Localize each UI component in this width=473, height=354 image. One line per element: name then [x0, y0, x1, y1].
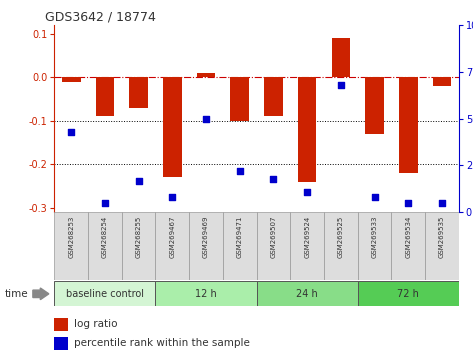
Text: GSM269534: GSM269534 — [405, 216, 411, 258]
Text: log ratio: log ratio — [74, 319, 118, 329]
Bar — [290, 212, 324, 280]
Bar — [189, 212, 223, 280]
Bar — [358, 281, 459, 306]
Text: time: time — [5, 289, 28, 299]
Point — [337, 82, 345, 88]
Bar — [256, 281, 358, 306]
Bar — [256, 212, 290, 280]
Bar — [54, 212, 88, 280]
Text: GSM269535: GSM269535 — [439, 216, 445, 258]
Bar — [425, 212, 459, 280]
Text: 24 h: 24 h — [296, 289, 318, 299]
Text: baseline control: baseline control — [66, 289, 144, 299]
Point — [202, 116, 210, 121]
Point — [168, 195, 176, 200]
Point — [438, 200, 446, 206]
Text: GSM268254: GSM268254 — [102, 216, 108, 258]
Text: GSM269525: GSM269525 — [338, 216, 344, 258]
Bar — [358, 212, 391, 280]
Bar — [298, 77, 316, 182]
Point — [303, 189, 311, 195]
Bar — [223, 212, 256, 280]
Bar — [156, 281, 256, 306]
FancyArrow shape — [33, 288, 49, 299]
Text: GSM268253: GSM268253 — [68, 216, 74, 258]
Text: GSM269507: GSM269507 — [271, 216, 276, 258]
Point — [68, 129, 75, 135]
Bar — [96, 77, 114, 116]
Text: 12 h: 12 h — [195, 289, 217, 299]
Text: 72 h: 72 h — [397, 289, 419, 299]
Text: GSM269524: GSM269524 — [304, 216, 310, 258]
Text: GDS3642 / 18774: GDS3642 / 18774 — [45, 11, 156, 24]
Point — [135, 178, 142, 183]
Text: GSM269471: GSM269471 — [237, 216, 243, 258]
Bar — [130, 77, 148, 108]
Point — [236, 168, 244, 174]
Bar — [122, 212, 156, 280]
Bar — [399, 77, 418, 173]
Point — [371, 195, 378, 200]
Bar — [197, 73, 215, 77]
Bar — [332, 38, 350, 77]
Text: percentile rank within the sample: percentile rank within the sample — [74, 338, 250, 348]
Bar — [264, 77, 283, 116]
Bar — [62, 77, 80, 81]
Bar — [230, 77, 249, 121]
Text: GSM269469: GSM269469 — [203, 216, 209, 258]
Bar — [156, 212, 189, 280]
Text: GSM269467: GSM269467 — [169, 216, 175, 258]
Text: GSM269533: GSM269533 — [372, 216, 377, 258]
Text: GSM268255: GSM268255 — [136, 216, 141, 258]
Bar — [391, 212, 425, 280]
Point — [270, 176, 277, 182]
Bar — [163, 77, 182, 177]
Bar — [54, 337, 68, 350]
Bar — [433, 77, 451, 86]
Bar — [324, 212, 358, 280]
Bar — [88, 212, 122, 280]
Bar — [365, 77, 384, 134]
Point — [101, 200, 109, 206]
Bar — [54, 318, 68, 331]
Point — [404, 200, 412, 206]
Bar — [54, 281, 156, 306]
